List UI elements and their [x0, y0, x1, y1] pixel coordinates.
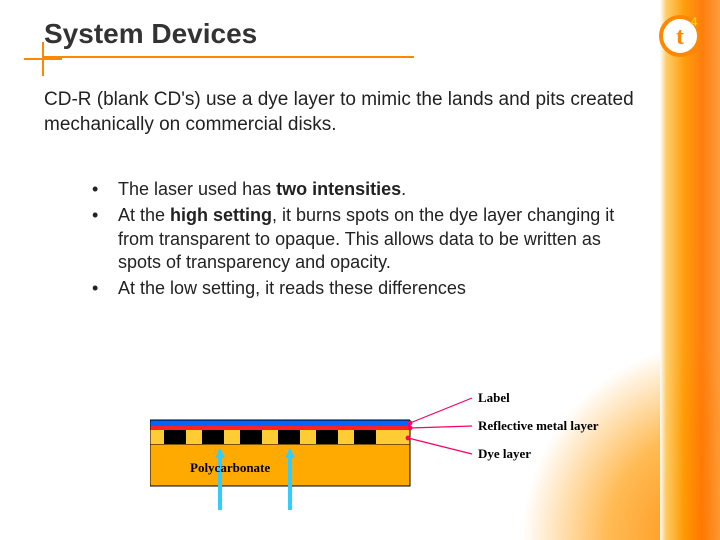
- bullet-text: The laser used has two intensities.: [118, 178, 632, 202]
- list-item: • The laser used has two intensities.: [92, 178, 632, 202]
- cd-r-diagram: Label Reflective metal layer Dye layer P…: [150, 390, 620, 530]
- text-span: At the low setting, it reads these diffe…: [118, 278, 466, 298]
- background-stripe: [660, 0, 720, 540]
- text-span: At the: [118, 205, 170, 225]
- intro-text: CD-R (blank CD's) use a dye layer to mim…: [44, 88, 644, 137]
- bullet-icon: •: [92, 204, 118, 275]
- bullet-text: At the low setting, it reads these diffe…: [118, 277, 632, 301]
- bullet-list: • The laser used has two intensities. • …: [92, 178, 632, 303]
- svg-text:t: t: [676, 24, 684, 50]
- text-bold: two intensities: [276, 179, 401, 199]
- bullet-icon: •: [92, 178, 118, 202]
- diagram-svg: [150, 390, 620, 520]
- slide-title: System Devices: [44, 18, 584, 54]
- title-rule: [44, 56, 414, 58]
- text-bold: high setting: [170, 205, 272, 225]
- svg-text:4: 4: [691, 15, 698, 29]
- title-block: System Devices: [44, 18, 584, 58]
- bullet-icon: •: [92, 277, 118, 301]
- diagram-label-reflective: Reflective metal layer: [478, 418, 599, 434]
- text-span: .: [401, 179, 406, 199]
- bullet-text: At the high setting, it burns spots on t…: [118, 204, 632, 275]
- diagram-label-poly: Polycarbonate: [190, 460, 270, 476]
- diagram-label-dye: Dye layer: [478, 446, 531, 462]
- list-item: • At the low setting, it reads these dif…: [92, 277, 632, 301]
- text-span: The laser used has: [118, 179, 276, 199]
- logo: t 4: [658, 14, 702, 58]
- list-item: • At the high setting, it burns spots on…: [92, 204, 632, 275]
- diagram-label-label: Label: [478, 390, 510, 406]
